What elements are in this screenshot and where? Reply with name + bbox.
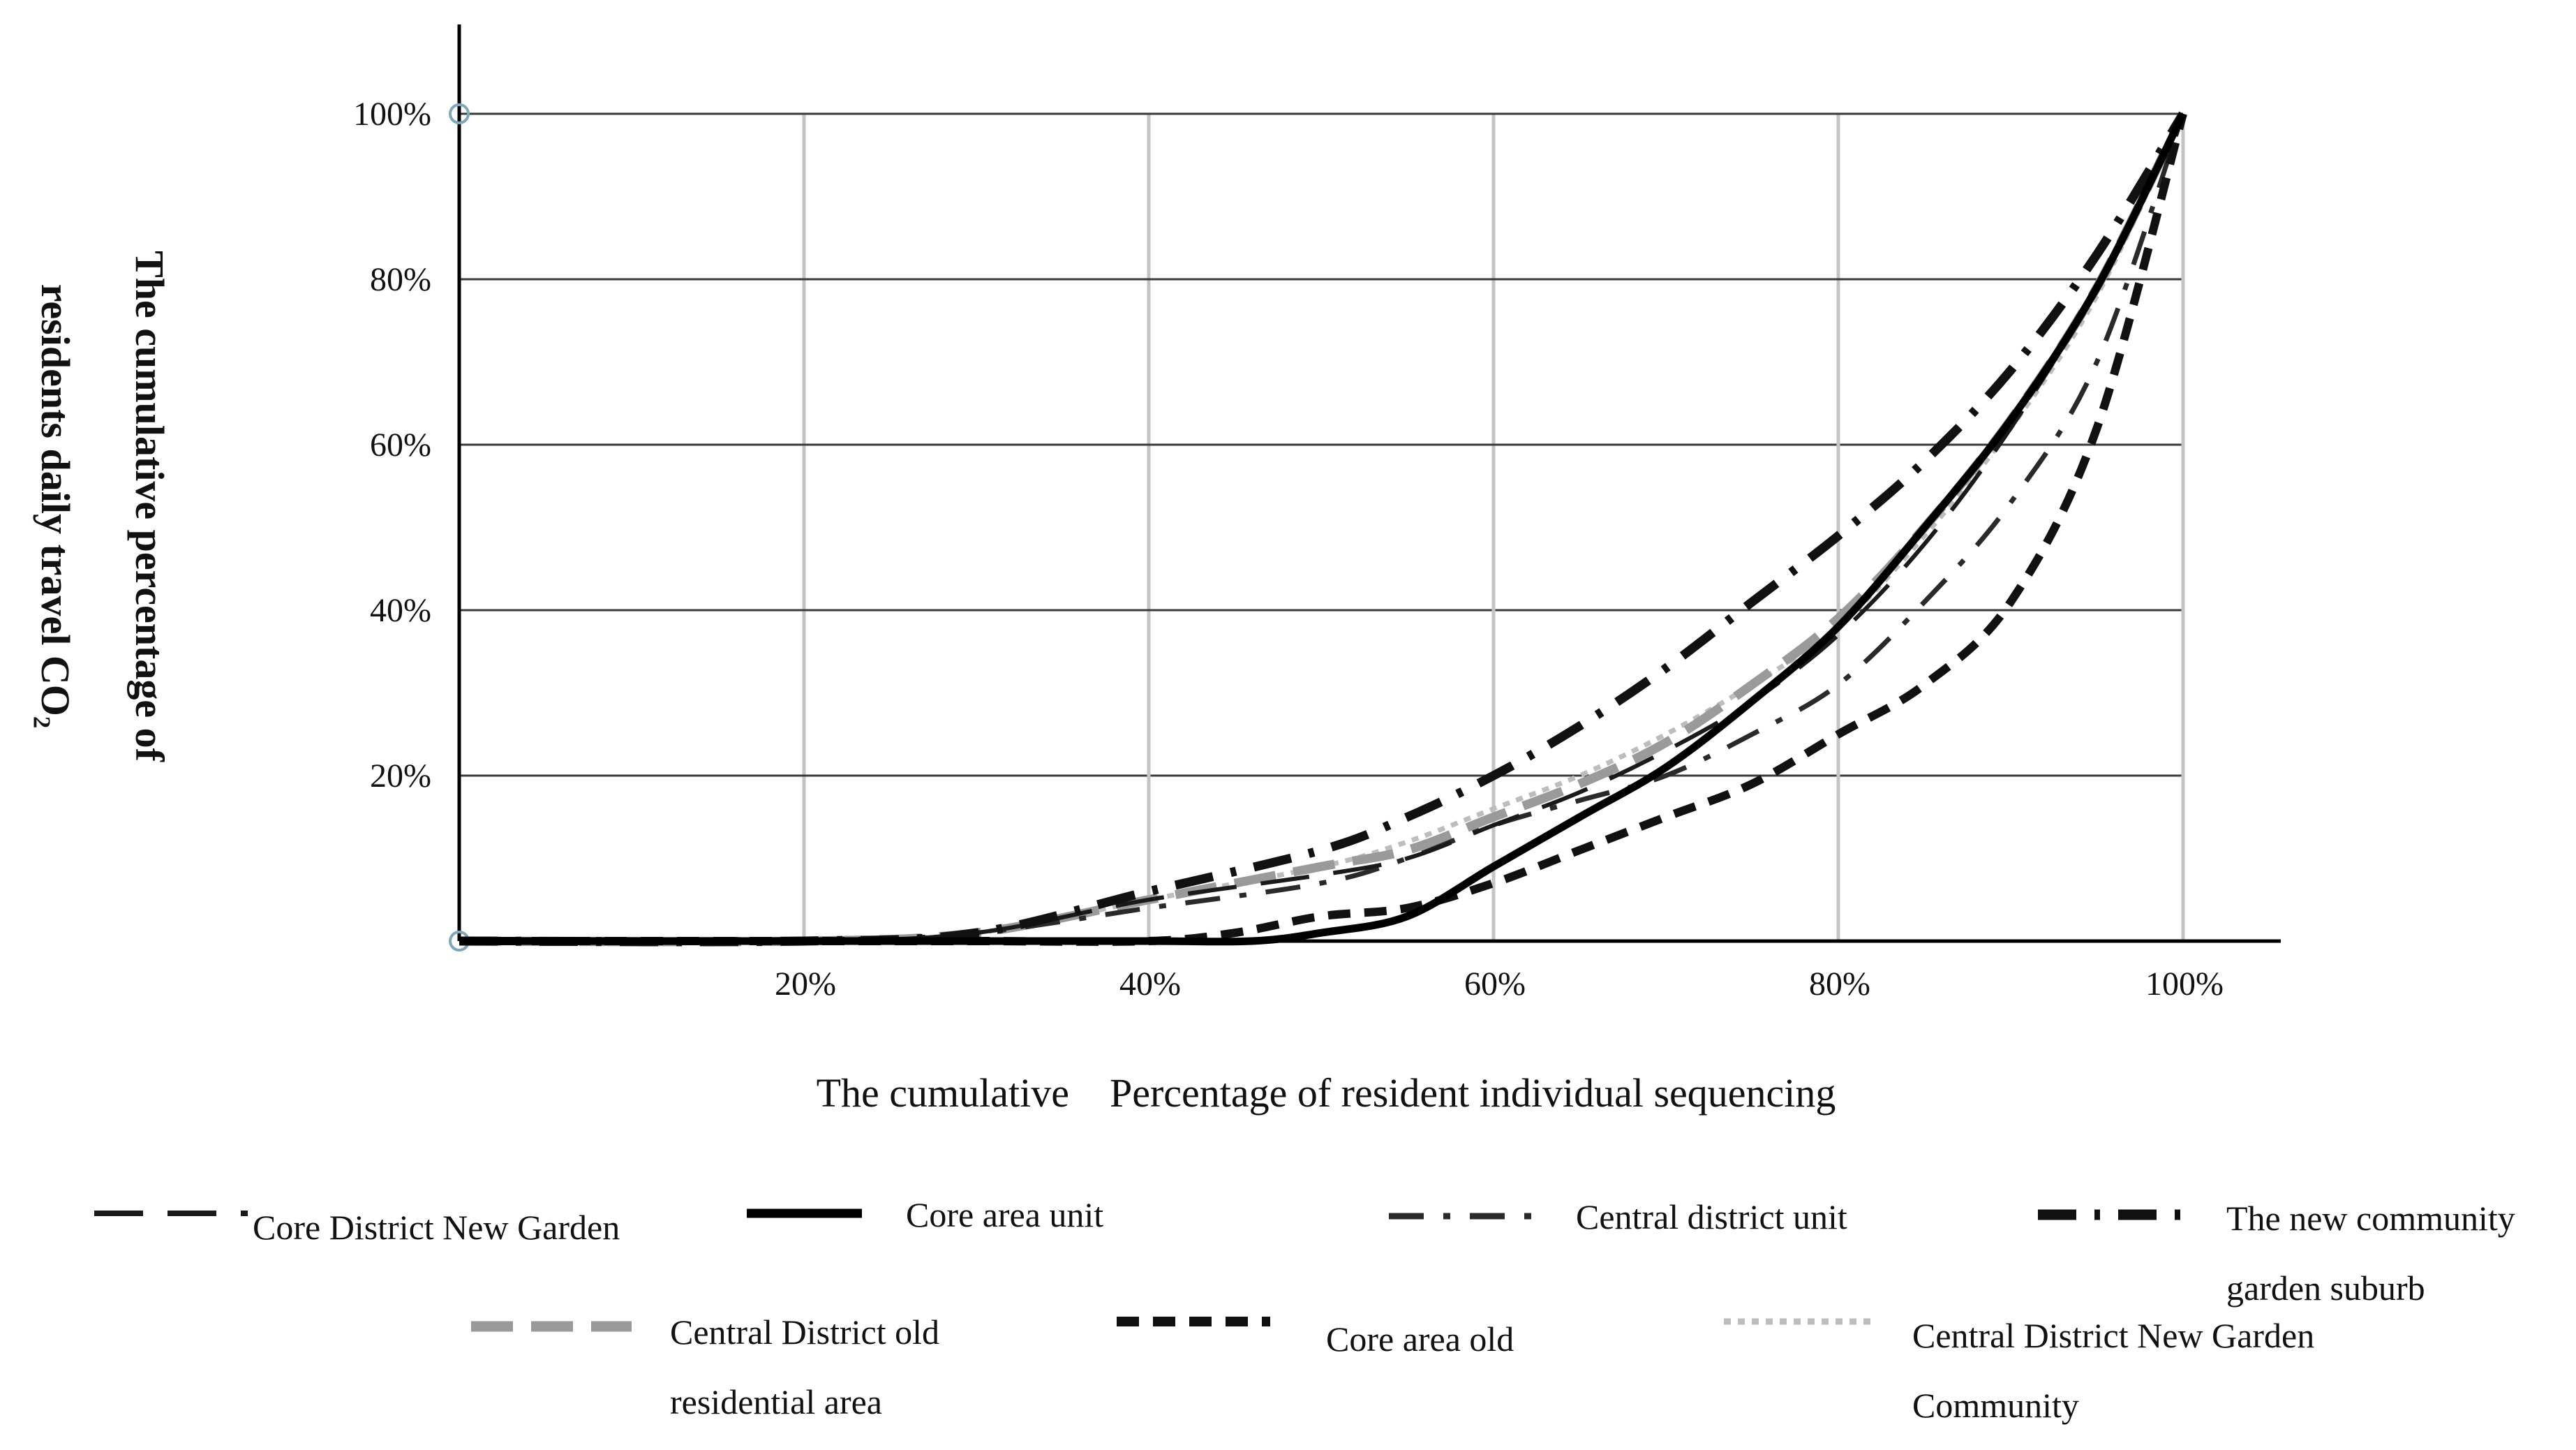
- legend: Core District New Garden Core area unit Ce…: [94, 1195, 2515, 1425]
- y-axis-title: The cumulative percentage of residents da…: [33, 251, 172, 762]
- legend-item-5: Core area old: [1117, 1317, 1514, 1359]
- legend-label-4-1: residential area: [670, 1382, 882, 1421]
- axes: [449, 24, 2281, 952]
- legend-item-3: The new community garden suburb: [2038, 1199, 2515, 1308]
- series-line-5: [459, 112, 2187, 946]
- legend-label-2-0: Central district unit: [1576, 1197, 1847, 1236]
- series-line-1: [459, 112, 2187, 946]
- y-tick-label-60: 60%: [370, 427, 431, 464]
- x-tick-label-60: 60%: [1464, 966, 1526, 1003]
- series-line-3: [459, 111, 2187, 947]
- grid: [459, 112, 2185, 941]
- legend-label-4-0: Central District old: [670, 1312, 939, 1352]
- x-axis-title: The cumulative Percentage of resident in…: [817, 1070, 1836, 1116]
- legend-label-5-0: Core area old: [1326, 1319, 1514, 1359]
- legend-item-2: Central district unit: [1389, 1197, 1847, 1236]
- legend-label-6-0: Central District New Garden: [1912, 1316, 2314, 1355]
- legend-label-3-1: garden suburb: [2226, 1268, 2425, 1308]
- x-tick-label-40: 40%: [1119, 966, 1181, 1003]
- tick-labels: 20% 40% 60% 80% 100% 20% 40% 60% 80% 100%: [353, 96, 2224, 1003]
- series-group: [459, 111, 2187, 947]
- x-tick-label-80: 80%: [1809, 966, 1870, 1003]
- legend-item-6: Central District New Garden Community: [1724, 1316, 2314, 1425]
- legend-item-1: Core area unit: [747, 1195, 1103, 1234]
- y-tick-label-40: 40%: [370, 592, 431, 629]
- legend-item-0: Core District New Garden: [94, 1208, 620, 1247]
- y-axis-title-line-0: The cumulative percentage of: [127, 251, 172, 762]
- axis-titles: The cumulative Percentage of resident in…: [33, 251, 1836, 1116]
- y-axis-title-line-1: residents daily travel CO₂: [33, 284, 78, 729]
- y-tick-label-20: 20%: [370, 757, 431, 794]
- x-tick-label-100: 100%: [2145, 966, 2224, 1003]
- x-tick-label-20: 20%: [775, 966, 836, 1003]
- y-axis-top-marker: [449, 103, 470, 124]
- legend-label-6-1: Community: [1912, 1386, 2079, 1425]
- y-tick-label-80: 80%: [370, 261, 431, 298]
- legend-label-1-0: Core area unit: [906, 1195, 1103, 1234]
- y-tick-label-100: 100%: [353, 96, 431, 133]
- legend-label-3-0: The new community: [2226, 1199, 2515, 1238]
- legend-label-0-0: Core District New Garden: [253, 1208, 620, 1247]
- legend-item-4: Central District old residential area: [471, 1312, 939, 1421]
